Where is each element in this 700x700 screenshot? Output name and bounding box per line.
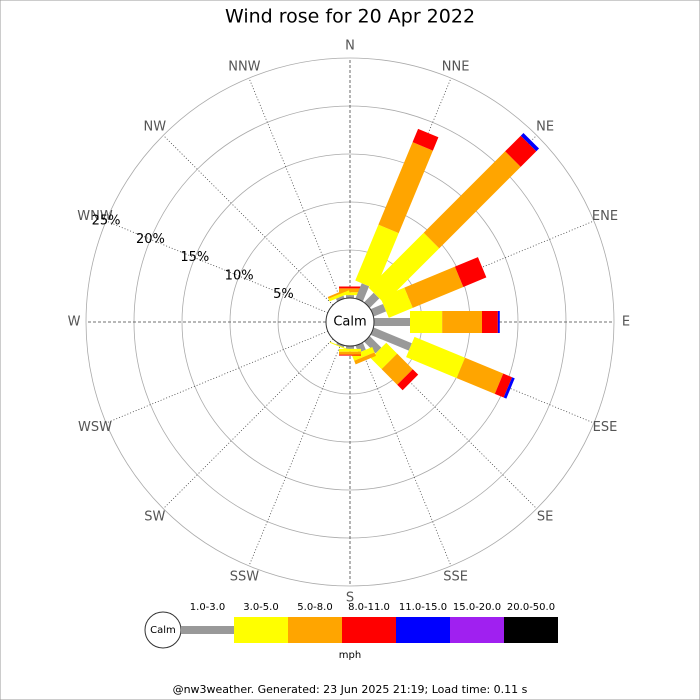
bar-segment	[355, 224, 399, 289]
bar-segment	[494, 373, 513, 398]
bar-segment	[339, 354, 361, 356]
legend-swatch	[181, 626, 234, 634]
direction-label: WNW	[77, 209, 113, 224]
spoke	[105, 220, 328, 314]
direction-label: W	[68, 315, 81, 330]
legend-swatch	[450, 617, 504, 643]
legend-calm-label: Calm	[150, 625, 176, 636]
unit-label: mph	[339, 650, 361, 661]
legend-swatch	[288, 617, 342, 643]
bar-segment	[482, 311, 498, 333]
bar-segment	[380, 287, 413, 318]
r-tick-label: 20%	[136, 232, 165, 247]
direction-label: SW	[144, 510, 165, 525]
bar-segment	[328, 290, 350, 302]
legend-label: 5.0-8.0	[297, 602, 332, 613]
direction-label: NE	[536, 119, 554, 134]
legend-label: 8.0-11.0	[348, 602, 390, 613]
spoke	[358, 344, 452, 567]
bar-segment	[442, 311, 482, 333]
direction-label: ESE	[593, 420, 618, 435]
legend-label: 20.0-50.0	[507, 602, 555, 613]
r-tick-label: 5%	[273, 287, 294, 302]
bar-segment	[412, 128, 439, 151]
bar-segment	[370, 303, 387, 317]
direction-label: NNE	[442, 60, 470, 75]
bar-segment	[374, 318, 410, 326]
bar-segment	[346, 346, 354, 349]
chart-title: Wind rose for 20 Apr 2022	[225, 6, 475, 28]
bar-segment	[327, 288, 349, 299]
direction-label: S	[346, 591, 354, 606]
legend-swatch	[504, 617, 558, 643]
direction-label: SSW	[230, 569, 260, 584]
spoke	[248, 344, 342, 567]
r-tick-label: 10%	[225, 269, 254, 284]
spoke	[105, 330, 328, 424]
direction-label: E	[622, 315, 630, 330]
bar-segment	[370, 342, 398, 370]
bar-segment	[364, 292, 380, 308]
direction-label: ENE	[592, 209, 618, 224]
legend-label: 15.0-20.0	[453, 602, 501, 613]
bar-segment	[410, 311, 443, 333]
bar-segment	[454, 257, 487, 287]
grid-ring	[85, 57, 615, 587]
legend-label: 1.0-3.0	[190, 602, 225, 613]
bar-segment	[503, 377, 515, 399]
bar-segment	[368, 232, 440, 304]
bar-segment	[505, 135, 537, 167]
bar-segment	[406, 336, 466, 379]
spoke	[163, 135, 334, 306]
bar-segment	[378, 142, 433, 234]
direction-label: SSE	[443, 569, 468, 584]
bar-segment	[336, 342, 345, 348]
bar-segment	[397, 369, 419, 391]
direction-label: NW	[144, 119, 167, 134]
bar-segment	[329, 341, 351, 352]
legend-label: 11.0-15.0	[399, 602, 447, 613]
bar-segment	[336, 295, 345, 302]
direction-label: N	[345, 39, 355, 54]
bar-segment	[339, 286, 361, 289]
bar-segment	[404, 266, 464, 308]
bar-segment	[381, 353, 413, 385]
bar-segment	[456, 357, 504, 394]
footer: @nw3weather. Generated: 23 Jun 2025 21:1…	[173, 683, 528, 696]
spoke	[163, 338, 334, 509]
legend-swatch	[342, 617, 396, 643]
calm-circle	[325, 297, 375, 347]
direction-label: SE	[537, 510, 553, 525]
spoke	[248, 77, 342, 300]
grid-ring	[181, 153, 519, 491]
r-tick-label: 15%	[180, 250, 209, 265]
bar-segment	[364, 336, 382, 354]
legend-swatch	[234, 617, 288, 643]
bar-segment	[351, 347, 375, 361]
bar-segment	[497, 311, 500, 333]
bar-segment	[520, 132, 540, 152]
legend-swatch	[396, 617, 450, 643]
legend-label: 3.0-5.0	[243, 602, 278, 613]
direction-label: WSW	[78, 420, 112, 435]
bar-segment	[346, 295, 354, 298]
bar-segment	[339, 351, 361, 355]
direction-label: NNW	[228, 60, 260, 75]
bar-segment	[355, 283, 370, 302]
calm-label: Calm	[333, 315, 366, 330]
r-tick-label: 25%	[92, 213, 121, 228]
bar-segment	[354, 352, 376, 365]
bar-segment	[370, 327, 412, 351]
bar-segment	[423, 151, 521, 249]
